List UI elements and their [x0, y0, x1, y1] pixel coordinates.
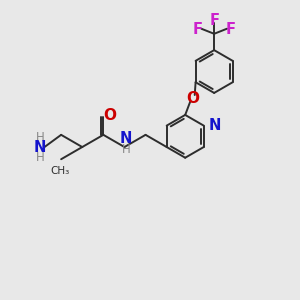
Text: N: N	[34, 140, 46, 154]
Text: H: H	[36, 131, 44, 144]
Text: O: O	[186, 91, 199, 106]
Text: N: N	[208, 118, 220, 133]
Text: H: H	[36, 151, 44, 164]
Text: CH₃: CH₃	[50, 166, 69, 176]
Text: F: F	[209, 13, 219, 28]
Text: N: N	[120, 131, 132, 146]
Text: F: F	[226, 22, 236, 37]
Text: F: F	[193, 22, 203, 37]
Text: O: O	[103, 108, 116, 123]
Text: H: H	[122, 143, 130, 156]
